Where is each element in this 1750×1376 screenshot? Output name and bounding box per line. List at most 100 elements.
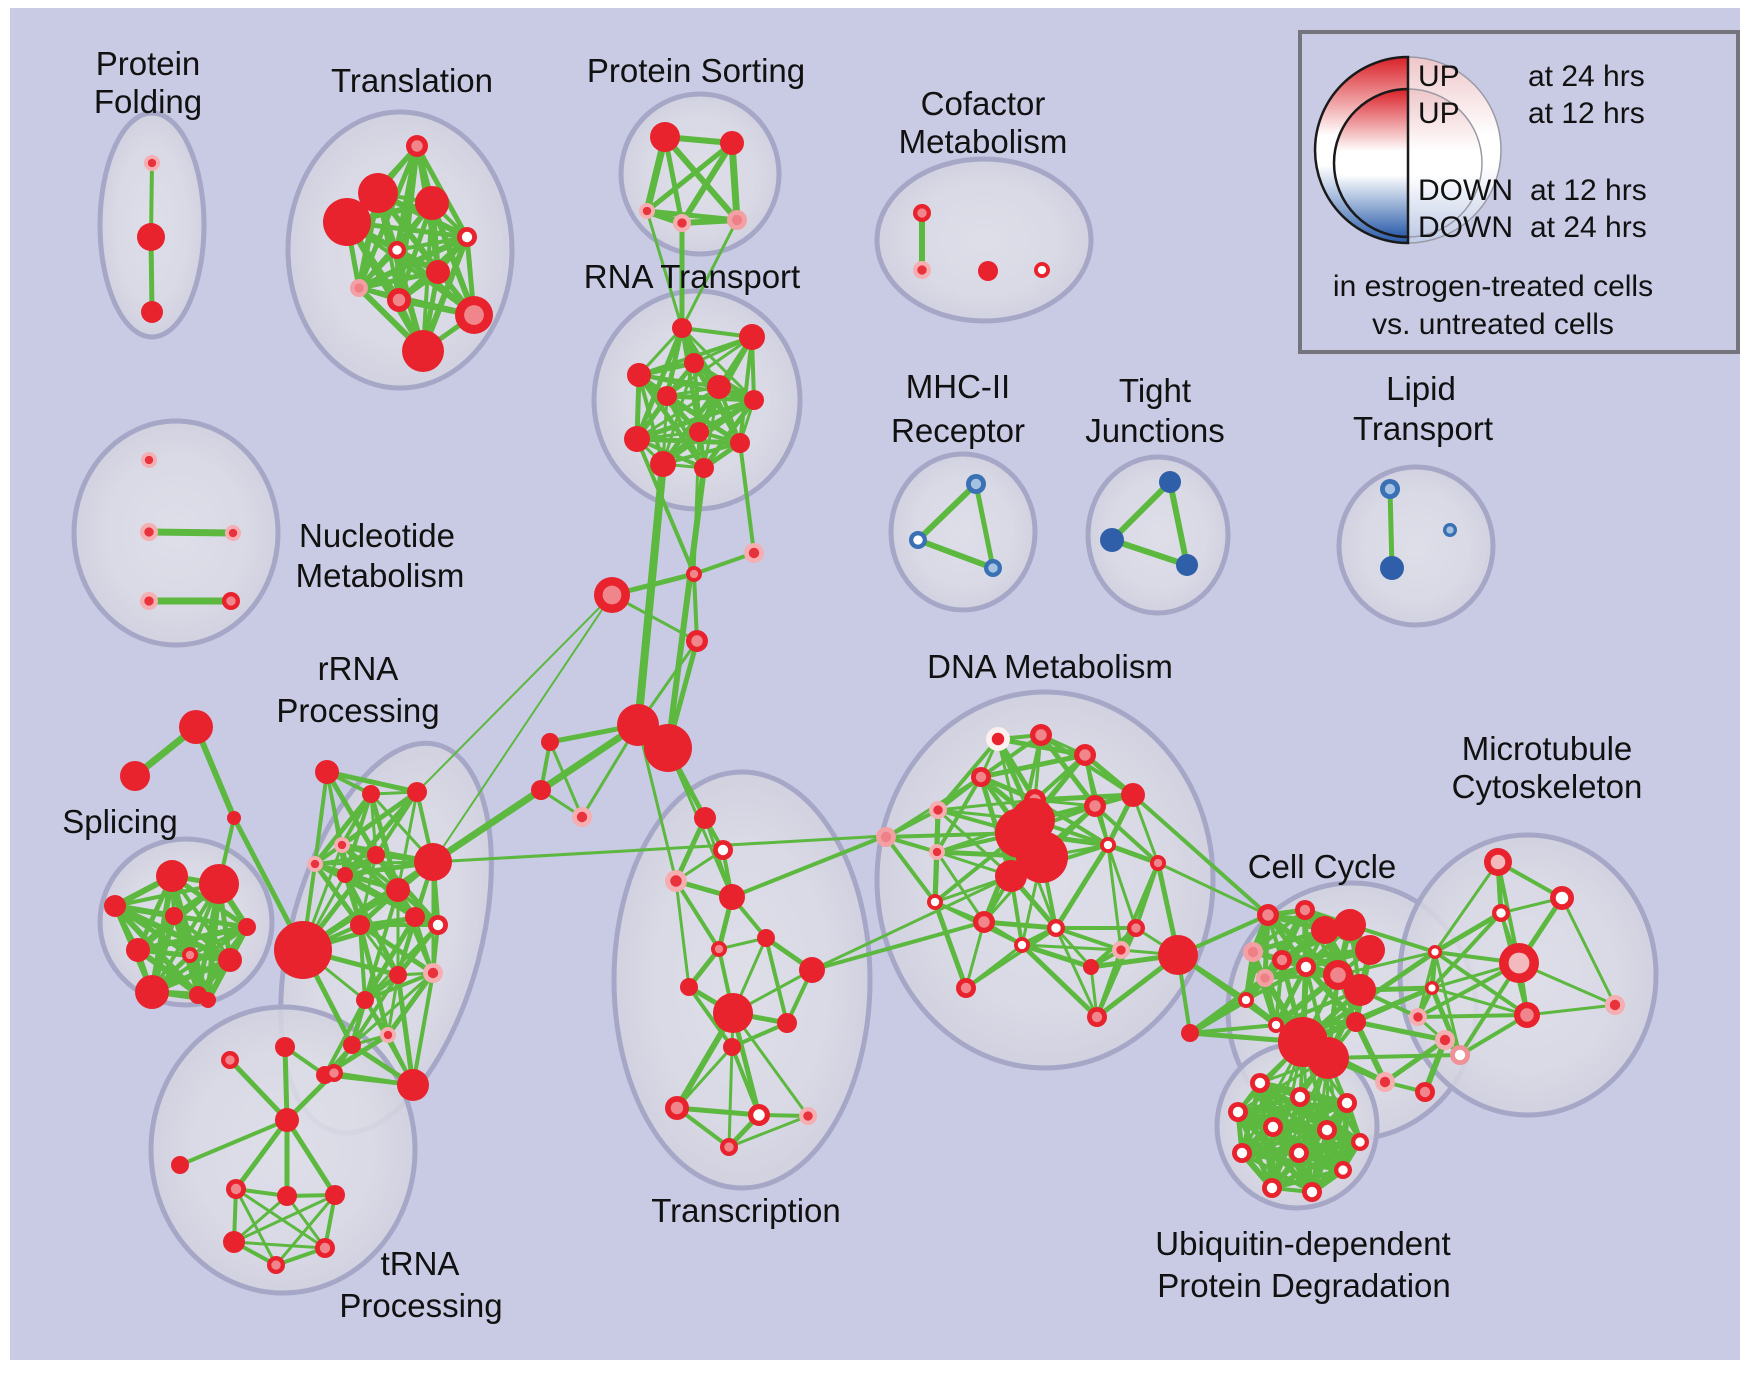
edge	[1416, 1013, 1529, 1019]
edge	[431, 834, 887, 864]
node	[777, 1013, 797, 1033]
node-core	[228, 528, 238, 538]
node-core	[724, 1142, 734, 1152]
edge	[664, 393, 757, 403]
edge	[1106, 843, 1123, 952]
node-core	[1236, 1147, 1248, 1159]
node	[179, 710, 213, 744]
node	[1100, 528, 1124, 552]
legend-gradient-left-half	[1332, 87, 1410, 239]
edge	[810, 920, 986, 972]
legend-footer-text: vs. untreated cells	[1372, 308, 1614, 341]
edge	[1187, 997, 1249, 1036]
edge	[692, 572, 699, 643]
edge	[1131, 793, 1160, 865]
node-core	[1419, 1086, 1431, 1098]
edge	[644, 140, 735, 214]
node-core	[144, 527, 154, 537]
edge	[687, 985, 734, 1049]
node	[277, 1186, 297, 1206]
node	[397, 1069, 429, 1101]
node-core	[1254, 1077, 1266, 1089]
edge	[973, 481, 996, 571]
node	[1158, 935, 1198, 975]
node-core	[383, 1030, 393, 1040]
node-core	[354, 283, 364, 293]
edge	[727, 1045, 734, 1149]
cluster-label-microtubule-cytoskeleton: Cytoskeleton	[1452, 768, 1643, 805]
node-core	[670, 1101, 684, 1115]
cluster-label-splicing: Splicing	[62, 803, 178, 840]
node	[720, 131, 744, 155]
node-core	[917, 265, 927, 275]
cluster-label-rrna-processing: Processing	[276, 692, 439, 729]
legend-direction-label: UP	[1418, 60, 1460, 93]
edge	[1054, 926, 1099, 1019]
node-core	[1276, 954, 1288, 966]
node	[275, 1108, 299, 1132]
node	[531, 780, 551, 800]
edge	[764, 936, 789, 1025]
edge	[680, 326, 756, 402]
node	[713, 993, 753, 1033]
cluster-label-nucleotide-metabolism: Metabolism	[296, 557, 465, 594]
edge	[701, 397, 757, 471]
node	[156, 860, 188, 892]
node	[689, 422, 709, 442]
edge	[738, 441, 756, 555]
node	[730, 433, 750, 453]
edge	[932, 899, 969, 991]
edge	[145, 528, 237, 537]
edge	[964, 943, 1024, 990]
edge	[1020, 943, 1123, 952]
edge	[727, 1114, 810, 1149]
cluster-label-trna-processing: tRNA	[381, 1245, 460, 1282]
edge	[634, 460, 667, 729]
edge	[1430, 911, 1503, 990]
edge	[1109, 479, 1173, 543]
cluster-label-lipid-transport: Lipid	[1386, 370, 1456, 407]
edge	[1240, 1128, 1329, 1155]
edge	[356, 269, 441, 291]
edge	[386, 973, 400, 1037]
node	[227, 811, 241, 825]
edge	[396, 790, 419, 892]
edge	[339, 789, 420, 848]
node-core	[310, 859, 320, 869]
edge	[429, 200, 477, 318]
edge	[1383, 1038, 1447, 1084]
node-core	[1089, 800, 1101, 812]
node	[719, 884, 745, 910]
cluster-label-protein-sorting: Protein Sorting	[587, 52, 805, 89]
node-core	[930, 897, 940, 907]
node-core	[689, 569, 699, 579]
node-core	[392, 293, 406, 307]
node	[141, 301, 163, 323]
node-core	[748, 547, 760, 559]
edge	[150, 925, 249, 994]
cluster-label-transcription: Transcription	[651, 1192, 841, 1229]
edge	[665, 465, 707, 751]
node-core	[1103, 840, 1113, 850]
edge	[1131, 793, 1270, 917]
node	[1083, 959, 1099, 975]
node-core	[1413, 1012, 1423, 1022]
edge	[171, 913, 250, 930]
node	[1344, 974, 1376, 1006]
edge	[1433, 860, 1500, 954]
node-core	[714, 944, 724, 954]
node-core	[225, 1055, 235, 1065]
node-core	[1232, 1106, 1244, 1118]
edge	[1270, 1056, 1330, 1190]
node	[415, 186, 449, 220]
edge	[935, 850, 986, 924]
edge	[358, 923, 400, 977]
node-core	[978, 916, 990, 928]
edge	[363, 888, 400, 1002]
node-core	[1091, 1011, 1103, 1023]
node-core	[464, 305, 484, 325]
node-core	[1508, 952, 1530, 974]
node	[1307, 1037, 1349, 1079]
node	[799, 957, 825, 983]
